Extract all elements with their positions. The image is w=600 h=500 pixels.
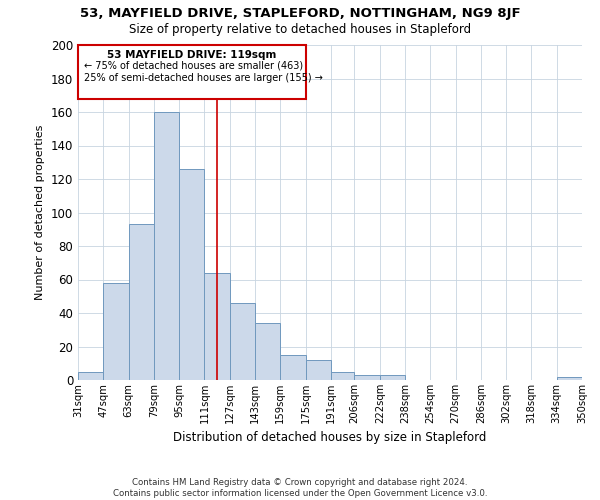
Bar bbox=[205, 273, 230, 380]
Bar bbox=[255, 323, 280, 380]
Text: ← 75% of detached houses are smaller (463): ← 75% of detached houses are smaller (46… bbox=[85, 60, 304, 70]
Bar bbox=[78, 45, 305, 98]
Bar bbox=[305, 360, 331, 380]
Text: 53, MAYFIELD DRIVE, STAPLEFORD, NOTTINGHAM, NG9 8JF: 53, MAYFIELD DRIVE, STAPLEFORD, NOTTINGH… bbox=[80, 8, 520, 20]
Bar bbox=[179, 169, 205, 380]
Y-axis label: Number of detached properties: Number of detached properties bbox=[35, 125, 45, 300]
Bar bbox=[331, 372, 355, 380]
Text: Size of property relative to detached houses in Stapleford: Size of property relative to detached ho… bbox=[129, 22, 471, 36]
Bar bbox=[154, 112, 179, 380]
Text: Contains HM Land Registry data © Crown copyright and database right 2024.
Contai: Contains HM Land Registry data © Crown c… bbox=[113, 478, 487, 498]
Bar bbox=[355, 375, 380, 380]
Bar bbox=[230, 303, 255, 380]
Text: 25% of semi-detached houses are larger (155) →: 25% of semi-detached houses are larger (… bbox=[85, 74, 323, 84]
Bar bbox=[103, 283, 128, 380]
Bar bbox=[557, 376, 582, 380]
Bar bbox=[128, 224, 154, 380]
X-axis label: Distribution of detached houses by size in Stapleford: Distribution of detached houses by size … bbox=[173, 432, 487, 444]
Bar bbox=[280, 355, 305, 380]
Bar bbox=[380, 375, 405, 380]
Bar bbox=[78, 372, 103, 380]
Text: 53 MAYFIELD DRIVE: 119sqm: 53 MAYFIELD DRIVE: 119sqm bbox=[107, 50, 277, 60]
